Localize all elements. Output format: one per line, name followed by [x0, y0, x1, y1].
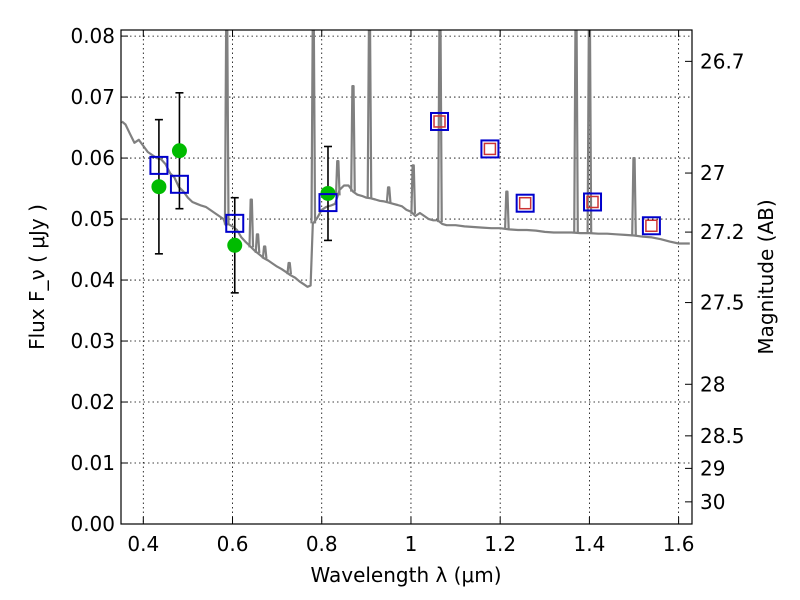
y2-tick-label: 27 [700, 161, 725, 185]
nir-photometry-box [515, 193, 535, 213]
nir-photometry-inner-box [518, 196, 532, 210]
observed-point [151, 179, 167, 195]
x-axis-ticks: 0.4 0.6 0.8 1 1.2 1.4 1.6 [127, 30, 695, 556]
y-tick-label: 0.02 [70, 390, 115, 414]
model-photometry-box [149, 155, 169, 175]
y2-axis-ticks: 26.7 27 27.2 27.5 28 28.5 29 30 [685, 49, 745, 514]
y2-tick-label: 30 [700, 490, 725, 514]
nir-photometry-box [583, 192, 603, 212]
observed-points [151, 143, 336, 253]
model-photometry-boxes [149, 111, 661, 236]
emission-line [310, 30, 317, 224]
nir-photometry-inner-box [433, 115, 446, 128]
grid-lines [121, 30, 692, 525]
emission-line [254, 233, 261, 254]
y2-tick-label: 27.2 [700, 220, 745, 244]
y-tick-label: 0.05 [70, 207, 115, 231]
x-tick-label: 1.2 [484, 532, 516, 556]
emission-line [385, 186, 392, 203]
y2-tick-label: 28 [700, 372, 725, 396]
emission-line [261, 245, 268, 259]
emission-line [334, 160, 341, 196]
y2-tick-label: 28.5 [700, 424, 745, 448]
y2-tick-label: 29 [700, 456, 725, 480]
model-photometry-box [169, 174, 189, 194]
y-axis-label: Flux F_ν ( μJy ) [25, 204, 49, 350]
emission-line [286, 261, 293, 275]
y-axis-ticks: 0.00 0.01 0.02 0.03 0.04 0.05 0.06 0.07 0.08 [70, 24, 128, 536]
y-tick-label: 0.07 [70, 85, 115, 109]
y2-axis-label: Magnitude (AB) [754, 199, 778, 354]
emission-line [410, 164, 417, 214]
observed-point [171, 143, 187, 159]
y-tick-label: 0.00 [70, 512, 115, 536]
emission-line [248, 198, 255, 248]
model-photometry-box [318, 193, 338, 213]
y-tick-label: 0.03 [70, 329, 115, 353]
model-photometry-box [225, 213, 245, 233]
y2-tick-label: 26.7 [700, 49, 745, 73]
emission-line [366, 30, 373, 199]
emission-line [350, 85, 356, 192]
nir-photometry-inner-box [645, 219, 658, 233]
emission-line [223, 30, 230, 225]
x-tick-label: 0.6 [217, 532, 249, 556]
y-tick-label: 0.06 [70, 146, 115, 170]
x-tick-label: 1.4 [573, 532, 605, 556]
emission-line [631, 156, 637, 236]
emission-line [503, 190, 510, 230]
observed-point [227, 237, 243, 253]
nir-photometry-box [480, 139, 500, 159]
emission-line [437, 30, 443, 223]
x-tick-label: 0.4 [127, 532, 159, 556]
emission-line [573, 30, 579, 233]
y2-tick-label: 27.5 [700, 291, 745, 315]
x-tick-label: 1 [405, 532, 418, 556]
x-axis-label: Wavelength λ (μm) [310, 563, 501, 587]
y-tick-label: 0.01 [70, 451, 115, 475]
emission-line [586, 30, 593, 234]
plot-frame [120, 29, 693, 525]
x-tick-label: 1.6 [663, 532, 695, 556]
x-tick-label: 0.8 [306, 532, 338, 556]
nir-photometry-inner-box [483, 142, 497, 156]
nir-photometry-box [430, 111, 450, 131]
nir-photometry-inner-box [586, 195, 599, 209]
model-spectrum-line [121, 120, 690, 288]
plot-area [121, 30, 690, 294]
emission-lines [223, 30, 637, 275]
nir-photometry-box [641, 216, 661, 236]
y-tick-label: 0.04 [70, 268, 115, 292]
y-tick-label: 0.08 [70, 24, 115, 48]
